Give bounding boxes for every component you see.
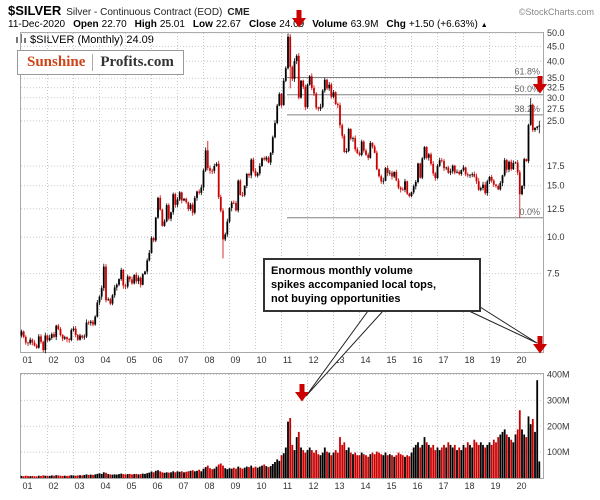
svg-text:40.0: 40.0 — [547, 56, 565, 66]
svg-text:19: 19 — [490, 355, 500, 365]
svg-text:16: 16 — [412, 481, 422, 491]
svg-text:10.0: 10.0 — [547, 232, 565, 242]
svg-text:13: 13 — [334, 481, 344, 491]
svg-text:08: 08 — [204, 481, 214, 491]
svg-text:05: 05 — [126, 481, 136, 491]
svg-text:02: 02 — [48, 355, 58, 365]
svg-text:17: 17 — [438, 481, 448, 491]
svg-text:25.0: 25.0 — [547, 116, 565, 126]
quote-high: High 25.01 — [134, 19, 185, 30]
svg-text:04: 04 — [100, 481, 110, 491]
svg-text:12.5: 12.5 — [547, 204, 565, 214]
candlesticks — [20, 33, 541, 354]
red-down-arrow-icon — [533, 76, 547, 94]
svg-text:07: 07 — [178, 481, 188, 491]
svg-text:400M: 400M — [547, 370, 570, 380]
svg-text:200M: 200M — [547, 421, 570, 431]
svg-text:03: 03 — [74, 481, 84, 491]
price-axis: 50.0 45.0 40.0 35.032.530.027.5 25.0 17.5 15.0… — [21, 28, 565, 279]
svg-text:300M: 300M — [547, 395, 570, 405]
svg-text:30.0: 30.0 — [547, 93, 565, 103]
svg-text:01: 01 — [22, 355, 32, 365]
svg-text:12: 12 — [308, 355, 318, 365]
annotation-line: not buying opportunities — [271, 293, 401, 305]
svg-text:15: 15 — [386, 355, 396, 365]
svg-text:15.0: 15.0 — [547, 181, 565, 191]
svg-text:100M: 100M — [547, 447, 570, 457]
svg-text:50.0%: 50.0% — [514, 84, 540, 94]
quote-change: Chg +1.50 (+6.63%) ▲ — [386, 19, 488, 30]
svg-text:61.8%: 61.8% — [514, 67, 540, 77]
svg-text:03: 03 — [74, 355, 84, 365]
svg-text:35.0: 35.0 — [547, 73, 565, 83]
svg-text:0.0%: 0.0% — [519, 207, 540, 217]
logo-profits: Profits.com — [100, 54, 174, 70]
red-down-arrow-icon — [295, 384, 309, 402]
svg-text:14: 14 — [360, 355, 370, 365]
quote-date: 11-Dec-2020 — [8, 19, 66, 30]
symbol: $SILVER — [8, 3, 62, 18]
quote-low: Low 22.67 — [192, 19, 241, 30]
svg-text:7.5: 7.5 — [547, 269, 560, 279]
svg-text:06: 06 — [152, 481, 162, 491]
svg-text:04: 04 — [100, 355, 110, 365]
svg-text:16: 16 — [412, 355, 422, 365]
exchange-label: CME — [227, 7, 250, 18]
fibonacci-levels: 61.8% 50.0% 38.2% 0.0% — [287, 67, 543, 219]
svg-text:02: 02 — [48, 481, 58, 491]
copyright-label: ©StockCharts.com — [518, 7, 594, 17]
svg-text:15: 15 — [386, 481, 396, 491]
svg-text:08: 08 — [204, 355, 214, 365]
svg-text:17: 17 — [438, 355, 448, 365]
annotation-line: Enormous monthly volume — [271, 265, 413, 277]
logo-sunshine: Sunshine — [27, 54, 86, 70]
red-down-arrow-icon — [533, 336, 547, 354]
annotation-line: spikes accompanied local tops, — [271, 279, 437, 291]
svg-text:06: 06 — [152, 355, 162, 365]
svg-text:12: 12 — [308, 481, 318, 491]
chart-title: $SILVER (Monthly) 24.09 — [30, 33, 154, 46]
svg-text:50.0: 50.0 — [547, 28, 565, 38]
svg-text:18: 18 — [464, 355, 474, 365]
svg-text:17.5: 17.5 — [547, 161, 565, 171]
volume-axis: 400M 300M 200M 100M — [21, 370, 570, 457]
signal-arrows — [292, 10, 547, 402]
svg-text:07: 07 — [178, 355, 188, 365]
chart-header-line1: $SILVER Silver - Continuous Contract (EO… — [8, 3, 594, 18]
svg-text:10: 10 — [256, 355, 266, 365]
svg-text:27.5: 27.5 — [547, 104, 565, 114]
svg-text:13: 13 — [334, 355, 344, 365]
quote-volume: Volume 63.9M — [312, 19, 379, 30]
symbol-description: Silver - Continuous Contract (EOD) — [66, 7, 223, 18]
svg-text:20: 20 — [516, 355, 526, 365]
svg-text:19: 19 — [490, 481, 500, 491]
svg-text:05: 05 — [126, 355, 136, 365]
callout-tails — [305, 299, 538, 397]
year-grid-and-labels: 01 01 02 02 03 03 04 04 05 05 06 06 07 07 08 08 09 09 10 10… — [22, 33, 527, 491]
svg-text:10: 10 — [256, 481, 266, 491]
quote-open: Open 22.70 — [73, 19, 127, 30]
svg-text:09: 09 — [230, 355, 240, 365]
svg-text:20: 20 — [516, 481, 526, 491]
svg-text:11: 11 — [283, 355, 292, 365]
change-up-icon: ▲ — [480, 22, 488, 29]
quote-close: Close 24.09 — [248, 19, 305, 30]
volume-bars — [20, 380, 541, 478]
annotation-box: Enormous monthly volume spikes accompani… — [263, 258, 481, 312]
svg-text:01: 01 — [22, 481, 32, 491]
sunshine-profits-logo: Sunshine Profits.com — [17, 50, 184, 75]
svg-text:38.2%: 38.2% — [514, 104, 540, 114]
svg-text:18: 18 — [464, 481, 474, 491]
svg-text:11: 11 — [283, 481, 292, 491]
svg-text:32.5: 32.5 — [547, 83, 565, 93]
logo-divider — [92, 54, 94, 71]
svg-text:14: 14 — [360, 481, 370, 491]
chart-header-quote-line: 11-Dec-2020 Open 22.70 High 25.01 Low 22… — [8, 19, 488, 30]
svg-text:45.0: 45.0 — [547, 41, 565, 51]
red-down-arrow-icon — [292, 10, 306, 28]
svg-text:09: 09 — [230, 481, 240, 491]
